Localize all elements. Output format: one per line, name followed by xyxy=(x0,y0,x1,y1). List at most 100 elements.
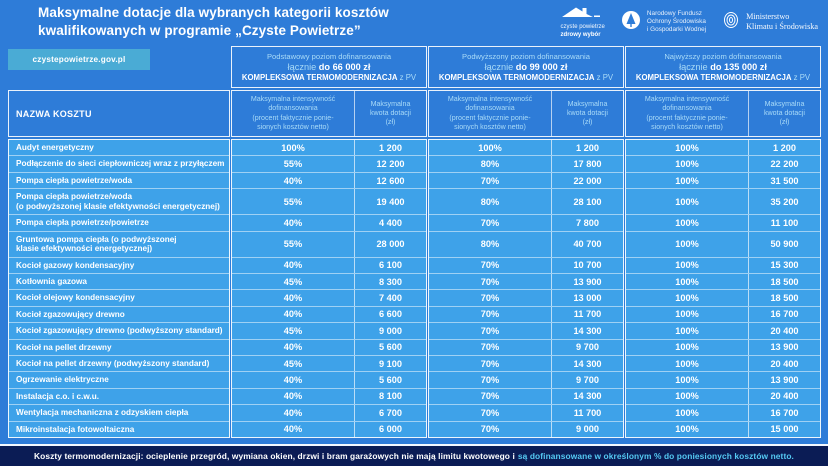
table-row: 70% 11 700 xyxy=(429,306,623,324)
data-box-highest: 100% 1 200 100% 22 200 100% 31 500 100% 35 200 1… xyxy=(625,139,821,438)
cost-name-cell: Wentylacja mechaniczna z odzyskiem ciepł… xyxy=(9,405,229,422)
table-row: 100% 20 400 xyxy=(626,323,820,340)
percent-cell: 70% xyxy=(480,424,500,435)
percent-cell: 40% xyxy=(283,391,303,402)
table-row: 100% 1 200 xyxy=(232,140,426,157)
amount-cell: 9 100 xyxy=(354,355,426,372)
percent-cell: 70% xyxy=(480,260,500,271)
footer-note-highlight: są dofinansowane w określonym % do ponie… xyxy=(517,451,794,461)
cost-name-cell: Pompa ciepła powietrze/woda xyxy=(9,173,229,190)
amount-cell: 5 600 xyxy=(354,372,426,388)
table-row: 100% 18 500 xyxy=(626,290,820,307)
percent-cell: 100% xyxy=(675,276,699,287)
table-row: 80% 40 700 xyxy=(429,231,623,258)
subheader-elevated: Maksymalna intensywność dofinansowania (… xyxy=(428,90,624,137)
cost-name-cell: Kocioł na pellet drzewny xyxy=(9,340,229,356)
group-level-label: Podwyższony poziom dofinansowania xyxy=(462,52,590,61)
intensity-header: Maksymalna intensywność dofinansowania (… xyxy=(626,91,749,136)
table-row: 80% 28 100 xyxy=(429,189,623,216)
percent-cell: 70% xyxy=(480,358,500,369)
amount-cell: 9 700 xyxy=(551,339,623,355)
percent-cell: 70% xyxy=(480,407,500,418)
group-amount-line: łącznie do 135 000 zł xyxy=(679,62,767,72)
percent-cell: 100% xyxy=(675,260,699,271)
percent-cell: 100% xyxy=(675,424,699,435)
cost-name-cell: Kocioł na pellet drzewny (podwyższony st… xyxy=(9,356,229,373)
cost-name-cell: Pompa ciepła powietrze/woda (o podwyższo… xyxy=(9,189,229,216)
table-row: 40% 12 600 xyxy=(232,172,426,190)
amount-cell: 20 400 xyxy=(748,323,820,339)
amount-cell: 1 200 xyxy=(748,140,820,156)
table-row: 55% 28 000 xyxy=(232,231,426,258)
table-row: 100% 20 400 xyxy=(626,355,820,373)
percent-cell: 40% xyxy=(283,293,303,304)
cost-name-cell: Pompa ciepła powietrze/powietrze xyxy=(9,215,229,232)
amount-cell: 35 200 xyxy=(748,189,820,215)
amount-cell: 14 300 xyxy=(551,323,623,339)
eagle-emblem-icon xyxy=(722,11,740,34)
percent-cell: 100% xyxy=(675,325,699,336)
percent-cell: 70% xyxy=(480,293,500,304)
table-row: 40% 5 600 xyxy=(232,372,426,389)
cost-name-cell: Instalacja c.o. i c.w.u. xyxy=(9,389,229,406)
cost-name-cell: Kocioł zgazowujący drewno (podwyższony s… xyxy=(9,323,229,340)
table-row: 100% 31 500 xyxy=(626,172,820,190)
percent-cell: 45% xyxy=(283,325,303,336)
amount-cell: 6 000 xyxy=(354,421,426,437)
logo-nfosigw: Narodowy Fundusz Ochrony Środowiska i Go… xyxy=(621,10,706,35)
amount-cell: 12 200 xyxy=(354,156,426,172)
table-row: 100% 1 200 xyxy=(429,140,623,157)
table-row: 100% 20 400 xyxy=(626,388,820,406)
cost-name-cell: Kocioł gazowy kondensacyjny xyxy=(9,258,229,274)
percent-cell: 80% xyxy=(480,239,500,250)
percent-cell: 55% xyxy=(283,196,303,207)
percent-cell: 70% xyxy=(480,276,500,287)
page-title: Maksymalne dotacje dla wybranych kategor… xyxy=(38,5,389,38)
table-row: 40% 8 100 xyxy=(232,388,426,406)
table-row: 70% 9 700 xyxy=(429,339,623,356)
data-box-elevated: 100% 1 200 80% 17 800 70% 22 000 80% 28 100 70% 7… xyxy=(428,139,624,438)
cost-name-cell: Kocioł olejowy kondensacyjny xyxy=(9,290,229,307)
footer-note: Koszty termomodernizacji: ocieplenie prz… xyxy=(0,444,828,466)
group-header-row: Podstawowy poziom dofinansowania łącznie… xyxy=(8,46,824,88)
percent-cell: 40% xyxy=(283,407,303,418)
percent-cell: 70% xyxy=(480,217,500,228)
subheader-basic: Maksymalna intensywność dofinansowania (… xyxy=(231,90,427,137)
percent-cell: 45% xyxy=(283,358,303,369)
percent-cell: 100% xyxy=(675,175,699,186)
table-row: 40% 7 400 xyxy=(232,290,426,307)
percent-cell: 40% xyxy=(283,217,303,228)
amount-cell: 13 900 xyxy=(748,372,820,388)
table-row: 100% 15 000 xyxy=(626,421,820,437)
group-level-label: Najwyższy poziom dofinansowania xyxy=(664,52,782,61)
cost-name-cell: Gruntowa pompa ciepła (o podwyższonej kl… xyxy=(9,232,229,258)
data-box-basic: 100% 1 200 55% 12 200 40% 12 600 55% 19 400 40% 4… xyxy=(231,139,427,438)
subheader-highest: Maksymalna intensywność dofinansowania (… xyxy=(625,90,821,137)
group-level-label: Podstawowy poziom dofinansowania xyxy=(266,52,392,61)
site-url-badge[interactable]: czystepowietrze.gov.pl xyxy=(8,49,150,70)
amount-cell: 15 000 xyxy=(748,421,820,437)
group-program-line: KOMPLEKSOWA TERMOMODERNIZACJA z PV xyxy=(635,73,811,82)
amount-cell: 1 200 xyxy=(354,140,426,156)
percent-cell: 70% xyxy=(480,309,500,320)
amount-cell: 31 500 xyxy=(748,172,820,189)
table-row: 40% 6 700 xyxy=(232,405,426,422)
percent-cell: 100% xyxy=(675,375,699,386)
table-row: 80% 17 800 xyxy=(429,156,623,173)
percent-cell: 100% xyxy=(675,407,699,418)
group-program-line: KOMPLEKSOWA TERMOMODERNIZACJA z PV xyxy=(438,73,614,82)
table-row: 40% 4 400 xyxy=(232,215,426,232)
cost-name-cell: Podłączenie do sieci ciepłowniczej wraz … xyxy=(9,156,229,173)
percent-cell: 70% xyxy=(480,391,500,402)
group-program-line: KOMPLEKSOWA TERMOMODERNIZACJA z PV xyxy=(241,73,417,82)
amount-cell: 28 000 xyxy=(354,231,426,257)
cost-names-box: Audyt energetyczny Podłączenie do sieci c… xyxy=(8,139,230,438)
amount-cell: 9 000 xyxy=(551,421,623,437)
table-row: 40% 6 600 xyxy=(232,306,426,324)
percent-cell: 70% xyxy=(480,375,500,386)
amount-cell: 20 400 xyxy=(748,355,820,372)
table-row: 100% 15 300 xyxy=(626,257,820,274)
table-row: 100% 16 700 xyxy=(626,405,820,422)
table-row: 70% 10 700 xyxy=(429,257,623,274)
data-rows-area: Audyt energetyczny Podłączenie do sieci c… xyxy=(8,139,824,438)
